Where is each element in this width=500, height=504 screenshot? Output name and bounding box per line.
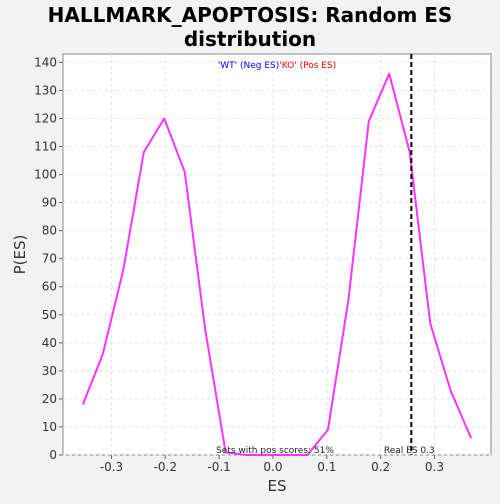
y-axis-label: P(ES)	[11, 235, 29, 275]
x-tick-label: 0.2	[371, 460, 390, 474]
y-tick-label: 20	[42, 392, 57, 406]
y-tick-label: 100	[34, 168, 57, 182]
pos-scores-annotation: Sets with pos scores: 51%	[216, 446, 334, 456]
x-tick-label: -0.1	[207, 460, 230, 474]
y-axis: 0 10 20 30 40 50 60 70 80 90 100 110 120 130 140	[34, 55, 63, 462]
x-tick-label: 0.1	[317, 460, 336, 474]
x-tick-label: 0.3	[425, 460, 444, 474]
y-tick-label: 90	[42, 196, 57, 210]
y-tick-label: 70	[42, 252, 57, 266]
x-axis: -0.3 -0.2 -0.1 0.0 0.1 0.2 0.3	[100, 455, 444, 474]
y-tick-label: 110	[34, 140, 57, 154]
chart-title: HALLMARK_APOPTOSIS: Random ESdistributio…	[48, 3, 453, 51]
x-tick-label: -0.2	[154, 460, 177, 474]
real-es-label: Real ES 0.3	[384, 446, 435, 456]
y-tick-label: 130	[34, 83, 57, 97]
x-axis-label: ES	[268, 477, 287, 495]
x-tick-label: 0.0	[263, 460, 282, 474]
y-tick-label: 40	[42, 336, 57, 350]
y-tick-label: 120	[34, 111, 57, 125]
y-tick-label: 140	[34, 55, 57, 69]
title-line: distribution	[184, 27, 316, 51]
legend: 'WT' (Neg ES)'KO' (Pos ES)	[218, 61, 336, 71]
y-tick-label: 80	[42, 224, 57, 238]
legend-entry: 'WT' (Neg ES)	[218, 61, 279, 71]
plot-area	[63, 54, 491, 455]
y-tick-label: 0	[49, 448, 57, 462]
legend-text: 'WT' (Neg ES)'KO' (Pos ES)	[218, 61, 336, 71]
y-tick-label: 30	[42, 364, 57, 378]
legend-entry: 'KO' (Pos ES)	[279, 61, 336, 71]
y-tick-label: 60	[42, 280, 57, 294]
x-tick-label: -0.3	[100, 460, 123, 474]
title-line: HALLMARK_APOPTOSIS: Random ES	[48, 3, 453, 27]
y-tick-label: 50	[42, 308, 57, 322]
y-tick-label: 10	[42, 420, 57, 434]
